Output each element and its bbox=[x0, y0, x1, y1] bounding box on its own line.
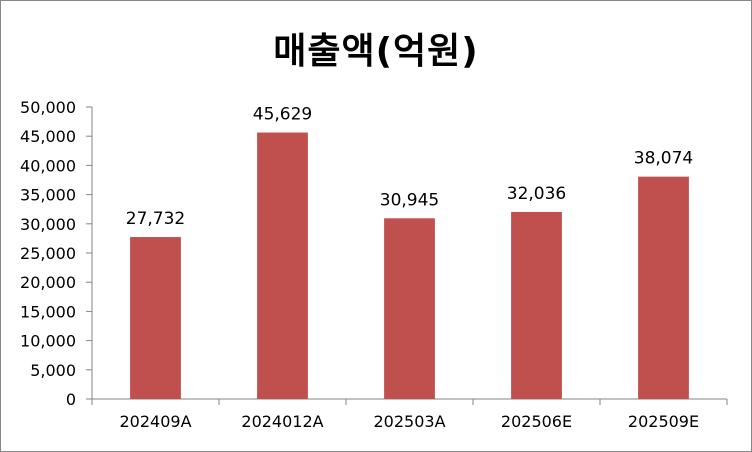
x-axis: 202409A 2024012A 202503A 202506E 202509E bbox=[91, 398, 728, 431]
x-tick-label: 2024012A bbox=[241, 412, 323, 431]
bar bbox=[384, 218, 435, 399]
bar bbox=[511, 211, 562, 399]
bar-value-label: 30,945 bbox=[380, 190, 439, 210]
x-tick-label: 202506E bbox=[501, 412, 572, 431]
bar-value-label: 38,074 bbox=[634, 149, 693, 169]
y-tick-label: 20,000 bbox=[20, 273, 76, 292]
y-axis: 0 5,000 10,000 15,000 20,000 25,000 30,000 35,0… bbox=[20, 98, 93, 409]
bar bbox=[638, 176, 689, 399]
y-tick-label: 50,000 bbox=[20, 98, 76, 117]
x-tick-label: 202409A bbox=[119, 412, 191, 431]
y-tick-label: 40,000 bbox=[20, 156, 76, 175]
bar-value-label: 27,732 bbox=[126, 209, 185, 229]
y-tick-label: 30,000 bbox=[20, 215, 76, 234]
y-tick-label: 15,000 bbox=[20, 302, 76, 321]
bar bbox=[257, 132, 308, 399]
bar-value-label: 32,036 bbox=[507, 184, 566, 204]
bar bbox=[130, 237, 181, 399]
y-tick-label: 25,000 bbox=[20, 244, 76, 263]
y-tick-label: 10,000 bbox=[20, 332, 76, 351]
bar-value-label: 45,629 bbox=[253, 105, 312, 125]
data-labels: 27,732 45,629 30,945 32,036 38,074 bbox=[126, 105, 693, 230]
bars bbox=[130, 132, 689, 399]
x-tick-label: 202503A bbox=[373, 412, 445, 431]
y-tick-label: 0 bbox=[66, 390, 76, 409]
chart-title: 매출액(억원) bbox=[273, 31, 479, 72]
y-tick-label: 35,000 bbox=[20, 186, 76, 205]
y-tick-label: 45,000 bbox=[20, 127, 76, 146]
y-tick-label: 5,000 bbox=[30, 361, 76, 380]
x-tick-label: 202509E bbox=[628, 412, 699, 431]
